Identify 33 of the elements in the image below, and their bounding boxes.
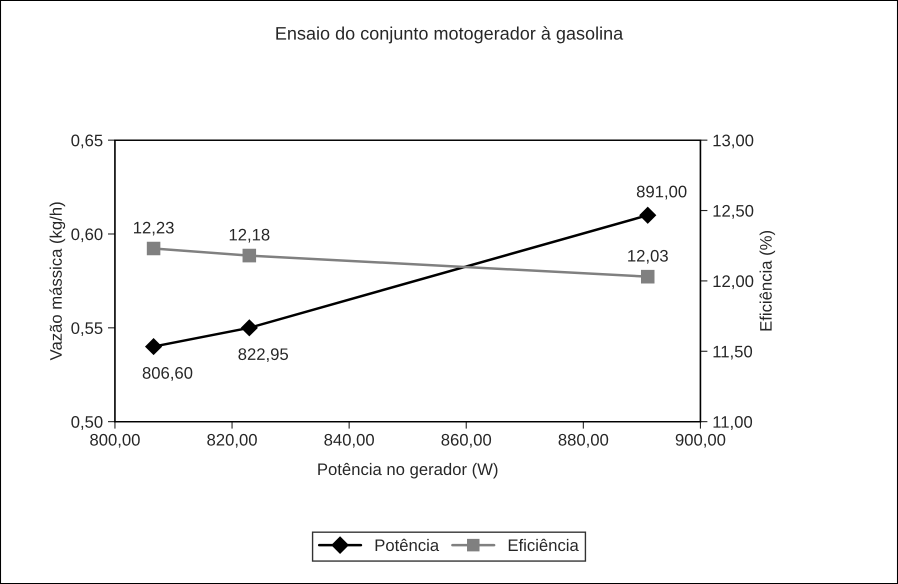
y-tick-label: 0,55 <box>71 322 102 336</box>
y2-axis-title: Eficiência (%) <box>759 230 776 330</box>
point <box>146 242 160 256</box>
y2-tick-label: 11,00 <box>714 416 752 430</box>
x-tick-label: 820,00 <box>207 434 257 448</box>
y2-tick-label: 11,50 <box>714 346 752 360</box>
point <box>639 206 656 224</box>
y2-tick-label: 13,00 <box>714 134 754 148</box>
y2-tick-label: 12,50 <box>714 204 754 219</box>
point <box>242 248 256 262</box>
y-tick-label: 0,50 <box>71 416 102 430</box>
data-label: 12,03 <box>628 250 668 264</box>
legend-label: Eficiência <box>508 538 579 552</box>
x-tick-label: 880,00 <box>558 434 608 448</box>
y2-tick-label: 12,00 <box>714 275 754 290</box>
x-tick-label: 900,00 <box>676 434 726 448</box>
point <box>145 338 162 355</box>
y-tick-label: 0,60 <box>71 228 102 242</box>
legend-label: Potência <box>376 538 440 552</box>
point <box>240 319 258 336</box>
chart-title: Ensaio do conjunto motogerador à gasolina <box>276 26 624 44</box>
point <box>640 270 655 284</box>
x-tick-label: 860,00 <box>441 434 492 448</box>
data-label: 12,18 <box>230 228 270 243</box>
annotation: 806,60 <box>142 367 192 381</box>
x-tick-label: 840,00 <box>324 434 374 448</box>
x-tick-label: 800,00 <box>90 434 140 448</box>
y-axis-title: Vazão mássica (kg/h) <box>49 202 66 360</box>
data-label: 12,23 <box>134 222 174 236</box>
x-axis-title: Potência no gerador (W) <box>318 462 498 478</box>
y-tick-label: 0,65 <box>71 134 102 148</box>
annotation: 891,00 <box>636 186 686 200</box>
annotation: 822,95 <box>238 348 288 362</box>
